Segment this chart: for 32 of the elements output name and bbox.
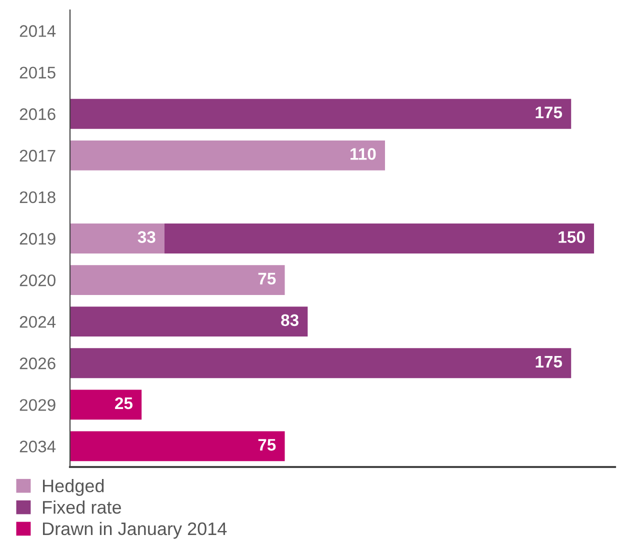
y-tick-label: 2026 xyxy=(20,358,56,370)
data-label: 175 xyxy=(536,356,562,368)
bar xyxy=(70,265,285,295)
legend-label: Fixed rate xyxy=(43,500,122,514)
data-label: 83 xyxy=(281,314,298,326)
data-label: 33 xyxy=(138,231,156,243)
legend-label: Hedged xyxy=(43,479,104,496)
bar xyxy=(70,348,572,378)
bar xyxy=(70,224,164,254)
data-label: 110 xyxy=(350,148,376,160)
y-tick-label: 2029 xyxy=(20,399,56,411)
y-tick-label: 2034 xyxy=(20,440,56,452)
y-tick-label: 2024 xyxy=(20,316,56,328)
y-tick-label: 2016 xyxy=(20,108,56,120)
bar xyxy=(70,306,308,337)
data-label: 150 xyxy=(558,231,585,243)
y-tick-label: 2017 xyxy=(20,150,56,162)
data-label: 25 xyxy=(115,397,133,410)
data-label: 75 xyxy=(258,439,276,451)
y-tick-label: 2018 xyxy=(20,191,56,204)
y-tick-label: 2015 xyxy=(20,66,56,79)
data-label: 175 xyxy=(536,106,562,118)
y-tick-label: 2019 xyxy=(20,232,56,245)
bar xyxy=(70,98,572,129)
bar xyxy=(70,140,385,170)
bar xyxy=(70,390,142,420)
y-tick-label: 2014 xyxy=(20,25,56,37)
legend-label: Drawn in January 2014 xyxy=(43,522,227,539)
y-tick-label: 2020 xyxy=(20,274,56,286)
bar xyxy=(70,431,285,462)
bar xyxy=(164,224,594,254)
data-label: 75 xyxy=(258,272,276,285)
